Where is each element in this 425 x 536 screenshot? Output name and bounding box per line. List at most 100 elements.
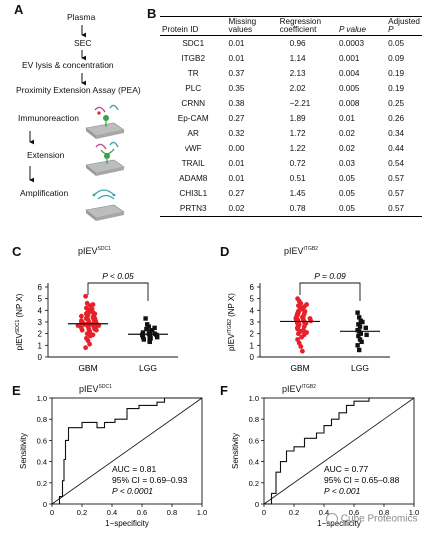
x-tick-label: 0.2 (77, 508, 87, 517)
y-tick-label: 0.8 (249, 415, 259, 424)
data-point-lgg (146, 324, 151, 329)
diagonal-reference-line (263, 397, 415, 505)
data-point-lgg (363, 325, 368, 331)
data-point-lgg (143, 316, 148, 321)
watermark-logo-icon (326, 513, 338, 525)
data-point-lgg (357, 315, 362, 320)
data-point-lgg (140, 330, 146, 335)
ci-text: 95% CI = 0.69–0.93 (112, 475, 188, 485)
y-tick-label: 2 (38, 330, 43, 339)
missing-cell: 0.01 (228, 38, 245, 48)
y-tick-label: 0.6 (249, 436, 259, 445)
x-tick-label: 0 (50, 508, 54, 517)
immunoreaction-illustration (85, 104, 125, 139)
x-category-label: LGG (139, 363, 157, 373)
x-tick-label: 0 (262, 508, 266, 517)
p-text: P < 0.0001 (112, 486, 153, 496)
x-tick-label: 0.8 (379, 508, 389, 517)
flow-substep-extension: Extension (27, 150, 65, 160)
data-point-lgg (155, 334, 160, 340)
header-missing-values: Missing values (226, 15, 278, 37)
data-point-gbm (94, 327, 99, 333)
y-axis-label: Sensitivity (231, 433, 240, 469)
p-cell: 0.001 (339, 53, 360, 63)
p-cell: 0.004 (339, 68, 360, 78)
protein-id-cell: SDC1 (182, 38, 205, 48)
data-point-gbm (298, 344, 304, 349)
table-row: AR 0.32 1.72 0.02 0.34 (160, 126, 422, 141)
ci-text: 95% CI = 0.65–0.88 (324, 475, 400, 485)
data-point-lgg (147, 333, 152, 339)
data-point-lgg (150, 327, 155, 333)
y-tick-label: 0.2 (249, 479, 259, 488)
header-protein-id: Protein ID (160, 15, 227, 37)
y-tick-label: 1 (38, 341, 43, 350)
table-row: TRAIL 0.01 0.72 0.03 0.54 (160, 156, 422, 171)
p-cell: 0.008 (339, 98, 360, 108)
p-cell: 0.05 (339, 173, 355, 183)
data-point-lgg (357, 347, 362, 353)
header-regression-coefficient: Regression coefficient (277, 15, 337, 37)
adj-cell: 0.19 (388, 83, 405, 93)
y-tick-label: 3 (250, 318, 255, 327)
table-row: Ep-CAM 0.27 1.89 0.01 0.26 (160, 111, 422, 126)
data-point-gbm (299, 334, 304, 340)
y-tick-label: 4 (250, 306, 255, 315)
scatter-chart-d: 0 1 2 3 4 5 6 pIEVITGB2 (NP X) GBM LGG P = 0.09 (227, 271, 390, 373)
roc-chart-e: 0 0.2 0.4 0.6 0.8 1.0 0 0.2 0.4 0.6 0.8 1.0 1−specif… (19, 394, 207, 528)
data-point-lgg (147, 329, 152, 334)
y-tick-label: 0.4 (249, 458, 259, 467)
x-tick-label: 0.4 (107, 508, 117, 517)
data-point-lgg (356, 333, 361, 339)
flow-substep-immunoreaction: Immunoreaction (18, 113, 79, 123)
data-point-lgg (360, 319, 365, 325)
table-row: ITGB2 0.01 1.14 0.001 0.09 (160, 51, 422, 66)
y-tick-label: 0 (255, 500, 259, 509)
data-point-lgg (148, 336, 153, 341)
workflow-diagram (29, 25, 125, 221)
x-tick-label: 0.8 (167, 508, 177, 517)
diagonal-reference-line (51, 397, 203, 505)
protein-id-cell: PRTN3 (160, 201, 227, 218)
adj-cell: 0.57 (388, 173, 405, 183)
coef-cell: 2.13 (289, 68, 306, 78)
missing-cell: 0.00 (228, 143, 245, 153)
y-tick-label: 1 (250, 341, 255, 350)
flow-step-lysis: EV lysis & concentration (22, 60, 114, 70)
panel-letter-f: F (220, 383, 228, 398)
p-cell: 0.03 (339, 158, 355, 168)
x-tick-label: 0.6 (137, 508, 147, 517)
flow-step-sec: SEC (74, 38, 92, 48)
x-tick-label: 1.0 (409, 508, 419, 517)
data-point-gbm (83, 293, 88, 299)
p-cell: 0.05 (339, 188, 355, 198)
watermark: Cube Proteomics (326, 513, 417, 525)
adj-cell: 0.26 (388, 113, 405, 123)
y-tick-label: 3 (38, 318, 43, 327)
y-tick-label: 4 (38, 306, 43, 315)
adj-cell: 0.57 (388, 188, 405, 198)
table-row: CHI3L1 0.27 1.45 0.05 0.57 (160, 186, 422, 201)
data-point-gbm (83, 345, 88, 351)
y-axis-label: pIEVSDC1 (NP X) (15, 293, 24, 350)
data-point-gbm (88, 333, 93, 339)
y-tick-label: 2 (250, 330, 255, 339)
y-tick-label: 6 (38, 283, 43, 292)
missing-cell: 0.01 (228, 53, 245, 63)
coef-cell: 2.02 (289, 83, 306, 93)
data-point-lgg (358, 331, 363, 336)
chart-d-title: pIEVITGB2 (284, 246, 318, 256)
x-category-label: GBM (290, 363, 309, 373)
adj-cell: 0.54 (388, 158, 405, 168)
coef-cell: −2.21 (289, 98, 311, 108)
panel-letter-d: D (220, 244, 230, 259)
missing-cell: 0.27 (228, 113, 245, 123)
data-point-lgg (144, 326, 149, 332)
protein-id-cell: AR (187, 128, 199, 138)
y-axis-label: Sensitivity (19, 433, 28, 469)
y-tick-label: 0 (38, 353, 43, 362)
roc-curve (52, 397, 202, 505)
data-point-lgg (357, 324, 363, 329)
chart-f-title: pIEVITGB2 (282, 384, 316, 394)
table-row: vWF 0.00 1.22 0.02 0.44 (160, 141, 422, 156)
